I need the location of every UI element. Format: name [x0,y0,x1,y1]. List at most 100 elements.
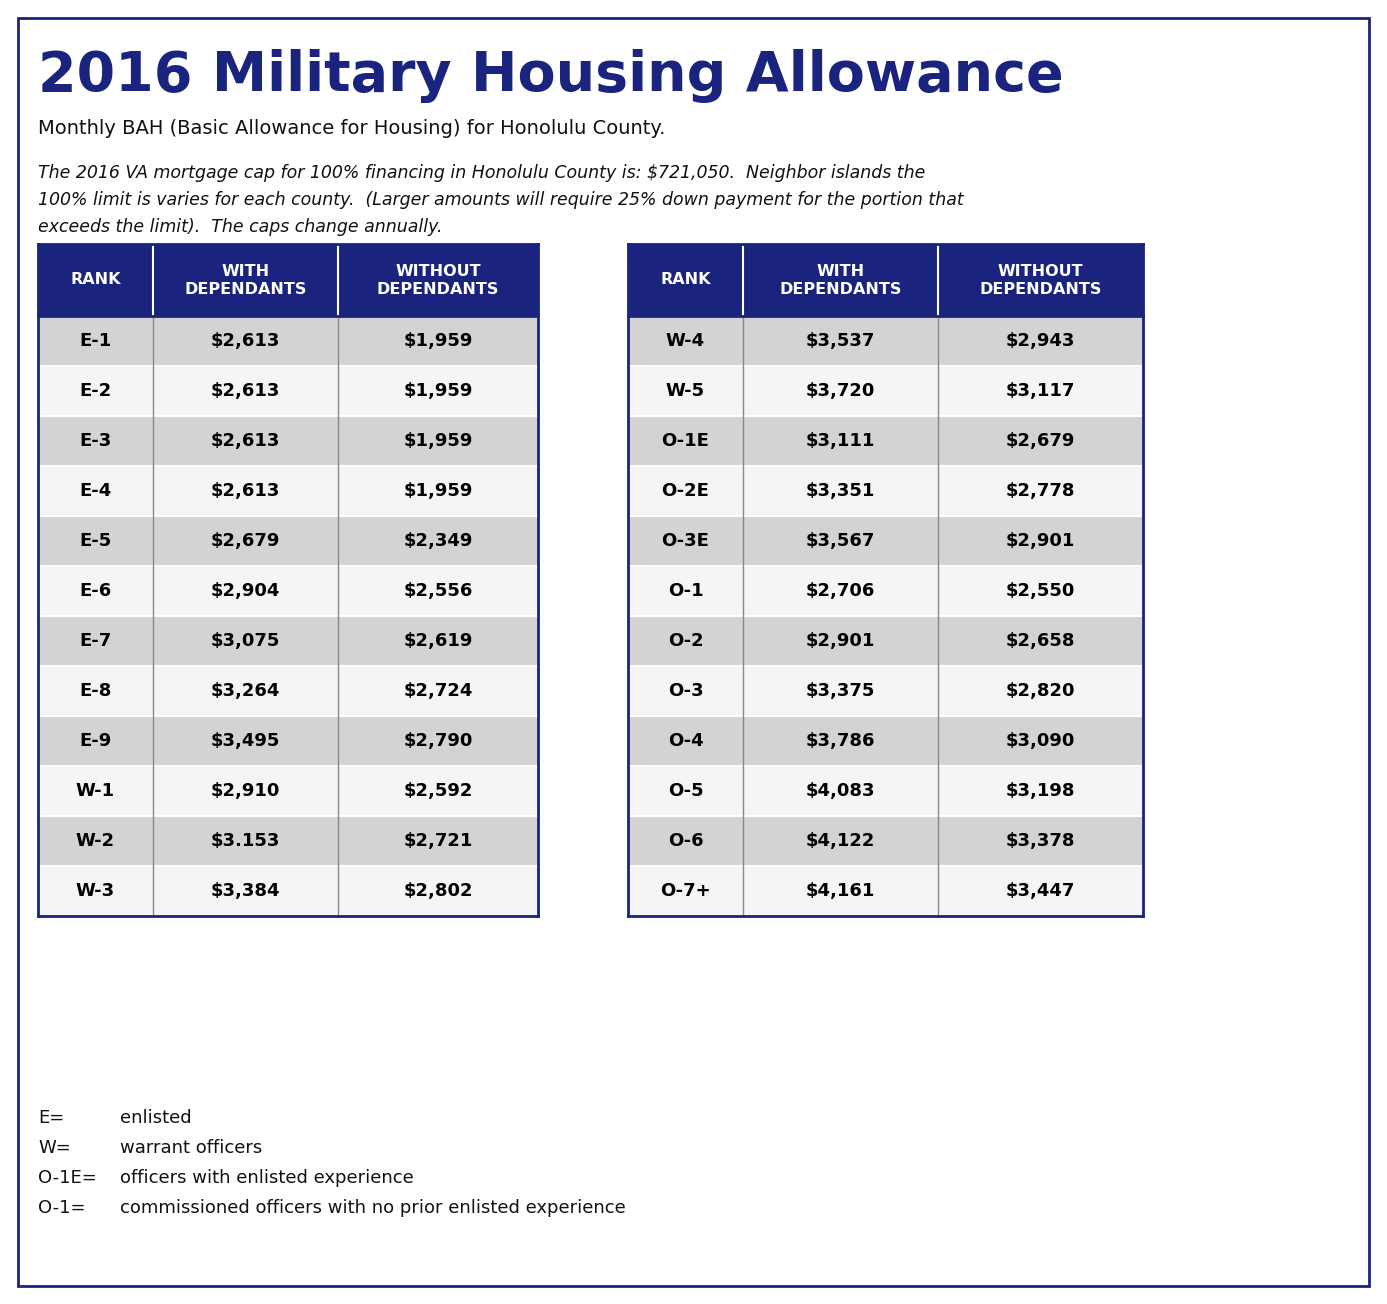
Text: O-2E: O-2E [662,482,709,499]
Text: O-3: O-3 [667,682,703,700]
Bar [628,416,1143,466]
Text: W-4: W-4 [666,333,705,349]
Text: $3,537: $3,537 [806,333,875,349]
Bar [628,765,1143,816]
Text: $3.153: $3.153 [211,832,280,850]
Bar [628,716,1143,765]
Text: $3,351: $3,351 [806,482,875,499]
Text: $2,679: $2,679 [211,532,280,550]
Text: O-2: O-2 [667,632,703,649]
Text: Monthly BAH (Basic Allowance for Housing) for Honolulu County.: Monthly BAH (Basic Allowance for Housing… [37,119,666,138]
Text: WITH
DEPENDANTS: WITH DEPENDANTS [184,263,307,296]
Bar [628,566,1143,615]
Text: RANK: RANK [71,273,121,287]
Bar [37,366,538,416]
Text: $2,619: $2,619 [404,632,473,649]
Text: $2,802: $2,802 [404,882,473,900]
Text: E-7: E-7 [79,632,111,649]
Text: $2,706: $2,706 [806,582,875,600]
Text: O-1E: O-1E [662,432,709,450]
Text: exceeds the limit).  The caps change annually.: exceeds the limit). The caps change annu… [37,218,442,236]
Text: $2,724: $2,724 [404,682,473,700]
Text: $2,613: $2,613 [211,382,280,400]
Text: E-8: E-8 [79,682,112,700]
Bar [37,566,538,615]
Bar [628,244,1143,915]
Text: O-1=: O-1= [37,1198,86,1217]
Text: $4,161: $4,161 [806,882,875,900]
Text: $2,820: $2,820 [1006,682,1075,700]
Text: $2,613: $2,613 [211,482,280,499]
Text: E=: E= [37,1108,64,1127]
Text: E-4: E-4 [79,482,111,499]
Text: $2,778: $2,778 [1006,482,1075,499]
Text: O-3E: O-3E [662,532,709,550]
Bar [628,866,1143,915]
Text: $3,378: $3,378 [1006,832,1075,850]
Text: O-6: O-6 [667,832,703,850]
Text: O-5: O-5 [667,782,703,799]
Text: $3,264: $3,264 [211,682,280,700]
Text: $2,721: $2,721 [404,832,473,850]
Text: $3,786: $3,786 [806,732,875,750]
Text: enlisted: enlisted [121,1108,191,1127]
Text: $2,613: $2,613 [211,432,280,450]
Text: $2,943: $2,943 [1006,333,1075,349]
Text: $2,904: $2,904 [211,582,280,600]
Bar [37,716,538,765]
Text: E-5: E-5 [79,532,111,550]
Text: warrant officers: warrant officers [121,1138,262,1157]
Text: $3,198: $3,198 [1006,782,1075,799]
Text: E-6: E-6 [79,582,111,600]
Bar [37,244,538,316]
Text: $2,658: $2,658 [1006,632,1075,649]
Bar [37,666,538,716]
Text: $1,959: $1,959 [404,482,473,499]
Text: $2,910: $2,910 [211,782,280,799]
Text: $3,720: $3,720 [806,382,875,400]
Text: W-2: W-2 [76,832,115,850]
Text: O-4: O-4 [667,732,703,750]
Text: officers with enlisted experience: officers with enlisted experience [121,1168,413,1187]
Bar [628,516,1143,566]
Bar [37,244,538,915]
Text: The 2016 VA mortgage cap for 100% financing in Honolulu County is: $721,050.  Ne: The 2016 VA mortgage cap for 100% financ… [37,164,925,183]
Text: O-7+: O-7+ [660,882,710,900]
Bar [628,666,1143,716]
Text: $3,111: $3,111 [806,432,875,450]
Text: $2,613: $2,613 [211,333,280,349]
Bar [37,316,538,366]
Text: WITHOUT
DEPENDANTS: WITHOUT DEPENDANTS [377,263,499,296]
Text: E-1: E-1 [79,333,111,349]
Text: $2,679: $2,679 [1006,432,1075,450]
Bar [628,244,1143,316]
Text: W-3: W-3 [76,882,115,900]
Text: $3,495: $3,495 [211,732,280,750]
Bar [628,316,1143,366]
Text: $1,959: $1,959 [404,382,473,400]
Bar [628,615,1143,666]
Text: $2,349: $2,349 [404,532,473,550]
Text: 2016 Military Housing Allowance: 2016 Military Housing Allowance [37,50,1064,103]
Text: $3,075: $3,075 [211,632,280,649]
Bar [628,466,1143,516]
Text: O-1E=: O-1E= [37,1168,97,1187]
Bar [628,366,1143,416]
Text: 100% limit is varies for each county.  (Larger amounts will require 25% down pay: 100% limit is varies for each county. (L… [37,190,964,209]
Text: RANK: RANK [660,273,710,287]
Text: WITHOUT
DEPENDANTS: WITHOUT DEPENDANTS [979,263,1101,296]
Text: W=: W= [37,1138,71,1157]
Text: $3,117: $3,117 [1006,382,1075,400]
Text: $2,556: $2,556 [404,582,473,600]
Text: E-3: E-3 [79,432,111,450]
Bar [37,516,538,566]
Bar [37,416,538,466]
Text: O-1: O-1 [667,582,703,600]
Text: W-1: W-1 [76,782,115,799]
Bar [37,866,538,915]
Text: E-2: E-2 [79,382,111,400]
Text: $2,901: $2,901 [806,632,875,649]
Text: WITH
DEPENDANTS: WITH DEPENDANTS [779,263,902,296]
Bar [37,466,538,516]
Text: $1,959: $1,959 [404,432,473,450]
